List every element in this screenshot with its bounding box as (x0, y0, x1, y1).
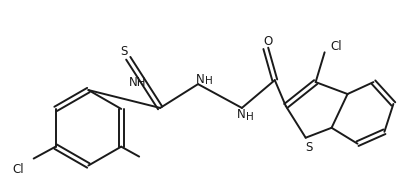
Text: S: S (121, 45, 128, 58)
Text: Cl: Cl (12, 162, 24, 176)
Text: N: N (196, 73, 204, 86)
Text: NH: NH (128, 76, 146, 89)
Text: Cl: Cl (331, 40, 342, 53)
Text: N: N (236, 108, 245, 121)
Text: H: H (246, 112, 254, 122)
Text: H: H (205, 76, 213, 86)
Text: S: S (305, 141, 312, 154)
Text: O: O (263, 35, 272, 48)
